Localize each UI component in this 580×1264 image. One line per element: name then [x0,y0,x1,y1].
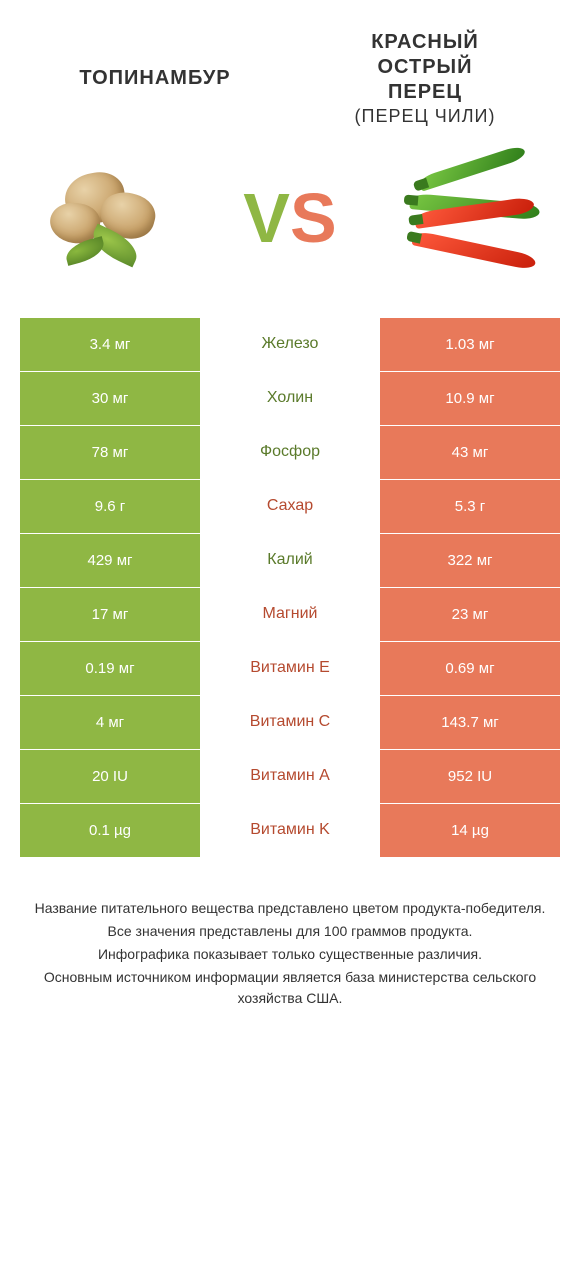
left-value-cell: 3.4 мг [20,318,200,371]
footer-note-line: Название питательного вещества представл… [30,898,550,919]
nutrient-label-cell: Витамин C [200,696,380,749]
table-row: 4 мгВитамин C143.7 мг [20,696,560,750]
chili-pepper-icon [395,158,555,278]
footer-note-line: Все значения представлены для 100 граммо… [30,921,550,942]
nutrient-label-cell: Витамин E [200,642,380,695]
infographic-container: ТОПИНАМБУР КРАСНЫЙ ОСТРЫЙ ПЕРЕЦ (ПЕРЕЦ Ч… [0,0,580,1031]
nutrient-label-cell: Калий [200,534,380,587]
table-row: 20 IUВитамин A952 IU [20,750,560,804]
right-title-sub: (ПЕРЕЦ ЧИЛИ) [290,105,560,128]
left-value-cell: 78 мг [20,426,200,479]
nutrient-label-cell: Магний [200,588,380,641]
left-value-cell: 17 мг [20,588,200,641]
nutrient-label-cell: Сахар [200,480,380,533]
nutrient-label-cell: Холин [200,372,380,425]
table-row: 30 мгХолин10.9 мг [20,372,560,426]
right-value-cell: 10.9 мг [380,372,560,425]
vs-letter-s: S [290,178,337,258]
right-value-cell: 43 мг [380,426,560,479]
table-row: 9.6 гСахар5.3 г [20,480,560,534]
table-row: 17 мгМагний23 мг [20,588,560,642]
left-product-title: ТОПИНАМБУР [20,67,290,90]
left-value-cell: 4 мг [20,696,200,749]
left-value-cell: 429 мг [20,534,200,587]
nutrient-label-cell: Железо [200,318,380,371]
right-title-line2: ОСТРЫЙ [377,56,472,78]
table-row: 0.1 µgВитамин K14 µg [20,804,560,858]
titles-row: ТОПИНАМБУР КРАСНЫЙ ОСТРЫЙ ПЕРЕЦ (ПЕРЕЦ Ч… [20,30,560,128]
right-value-cell: 322 мг [380,534,560,587]
right-product-image [390,148,560,288]
right-value-cell: 23 мг [380,588,560,641]
right-value-cell: 1.03 мг [380,318,560,371]
nutrient-label-cell: Витамин K [200,804,380,857]
left-value-cell: 0.19 мг [20,642,200,695]
nutrient-label-cell: Витамин A [200,750,380,803]
footer-notes: Название питательного вещества представл… [20,898,560,1009]
jerusalem-artichoke-icon [35,163,175,273]
table-row: 3.4 мгЖелезо1.03 мг [20,318,560,372]
right-title-line1: КРАСНЫЙ [371,31,479,53]
left-product-image [20,148,190,288]
nutrient-table: 3.4 мгЖелезо1.03 мг30 мгХолин10.9 мг78 м… [20,318,560,858]
left-value-cell: 0.1 µg [20,804,200,857]
footer-note-line: Основным источником информации является … [30,967,550,1009]
footer-note-line: Инфографика показывает только существенн… [30,944,550,965]
right-value-cell: 952 IU [380,750,560,803]
right-value-cell: 0.69 мг [380,642,560,695]
table-row: 0.19 мгВитамин E0.69 мг [20,642,560,696]
table-row: 429 мгКалий322 мг [20,534,560,588]
right-value-cell: 5.3 г [380,480,560,533]
right-value-cell: 14 µg [380,804,560,857]
left-value-cell: 20 IU [20,750,200,803]
vs-row: VS [20,148,560,288]
table-row: 78 мгФосфор43 мг [20,426,560,480]
left-value-cell: 9.6 г [20,480,200,533]
vs-letter-v: V [243,178,290,258]
nutrient-label-cell: Фосфор [200,426,380,479]
vs-label: VS [243,178,336,258]
left-value-cell: 30 мг [20,372,200,425]
right-title-line3: ПЕРЕЦ [388,81,462,103]
right-product-title: КРАСНЫЙ ОСТРЫЙ ПЕРЕЦ (ПЕРЕЦ ЧИЛИ) [290,30,560,128]
right-value-cell: 143.7 мг [380,696,560,749]
